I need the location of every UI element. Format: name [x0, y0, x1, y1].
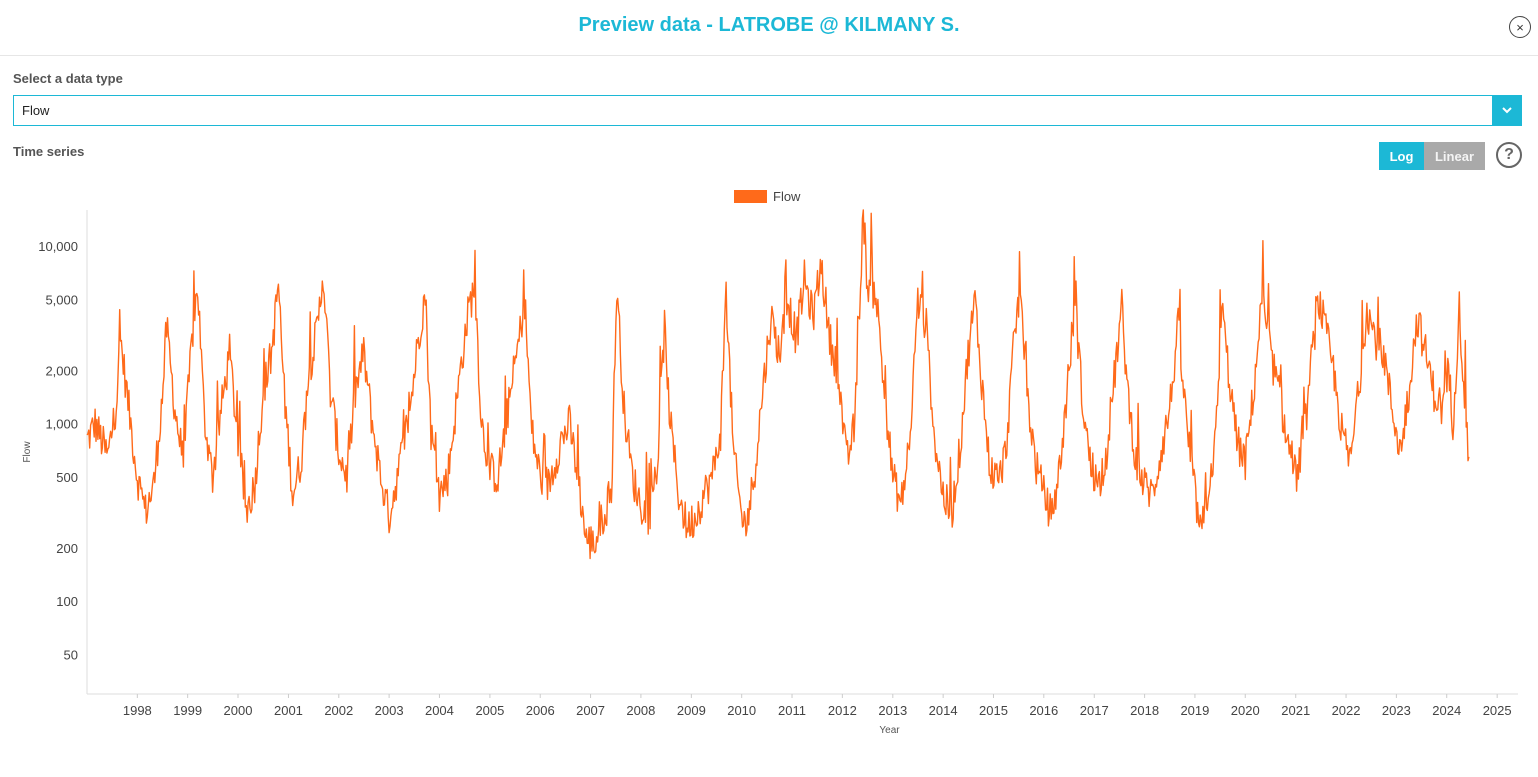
flow-series-line	[86, 209, 1470, 560]
x-tick-label: 2010	[727, 703, 756, 718]
x-tick-label: 2018	[1130, 703, 1159, 718]
x-tick-label: 2025	[1483, 703, 1512, 718]
x-tick-label: 2023	[1382, 703, 1411, 718]
x-tick-label: 2001	[274, 703, 303, 718]
flow-chart: 50 100 200 500 1,000 2,000 5,000 10,000 1998 1999…	[22, 189, 1518, 736]
data-type-label: Select a data type	[13, 71, 123, 86]
page-title: Preview data - LATROBE @ KILMANY S.	[578, 14, 960, 36]
x-tick-label: 2011	[778, 703, 806, 718]
x-tick-label: 2022	[1332, 703, 1361, 718]
x-tick-label: 2014	[929, 703, 958, 718]
close-icon[interactable]: ×	[1509, 16, 1531, 38]
log-scale-button[interactable]: Log	[1379, 142, 1424, 170]
x-tick-label: 2017	[1080, 703, 1109, 718]
x-tick-label: 1998	[123, 703, 152, 718]
x-tick-label: 2005	[475, 703, 504, 718]
x-tick-label: 2004	[425, 703, 454, 718]
time-series-label: Time series	[13, 144, 85, 159]
x-tick-label: 2020	[1231, 703, 1260, 718]
x-axis-title: Year	[879, 725, 900, 736]
x-tick-label: 2006	[526, 703, 555, 718]
x-tick-label: 2000	[224, 703, 253, 718]
chevron-down-icon[interactable]	[1492, 95, 1522, 126]
y-tick-label: 5,000	[45, 293, 78, 308]
x-tick-label: 2016	[1029, 703, 1058, 718]
x-tick-label: 2008	[626, 703, 655, 718]
x-tick-label: 1999	[173, 703, 202, 718]
x-tick-label: 2013	[878, 703, 907, 718]
x-tick-label: 2019	[1180, 703, 1209, 718]
x-tick-label: 2021	[1281, 703, 1310, 718]
x-tick-label: 2012	[828, 703, 857, 718]
data-type-selected-value: Flow	[22, 103, 50, 118]
y-tick-label: 1,000	[45, 417, 78, 432]
data-type-select[interactable]: Flow	[13, 95, 1522, 126]
x-tick-label: 2003	[375, 703, 404, 718]
y-tick-label: 100	[56, 594, 78, 609]
legend-label-flow: Flow	[773, 189, 801, 204]
y-axis-title: Flow	[22, 441, 33, 463]
x-tick-label: 2009	[677, 703, 706, 718]
y-tick-label: 200	[56, 541, 78, 556]
x-tick-label: 2002	[324, 703, 353, 718]
dialog-header: Preview data - LATROBE @ KILMANY S. ×	[0, 0, 1538, 56]
y-tick-label: 10,000	[38, 239, 78, 254]
y-tick-label: 50	[64, 648, 78, 663]
y-tick-label: 2,000	[45, 363, 78, 378]
linear-scale-button[interactable]: Linear	[1424, 142, 1485, 170]
y-tick-label: 500	[56, 470, 78, 485]
legend-swatch-flow	[734, 190, 767, 203]
chevron-down-glyph	[1502, 107, 1512, 114]
x-tick-label: 2007	[576, 703, 605, 718]
help-icon[interactable]: ?	[1496, 142, 1522, 168]
x-tick-label: 2024	[1432, 703, 1461, 718]
x-tick-label: 2015	[979, 703, 1008, 718]
